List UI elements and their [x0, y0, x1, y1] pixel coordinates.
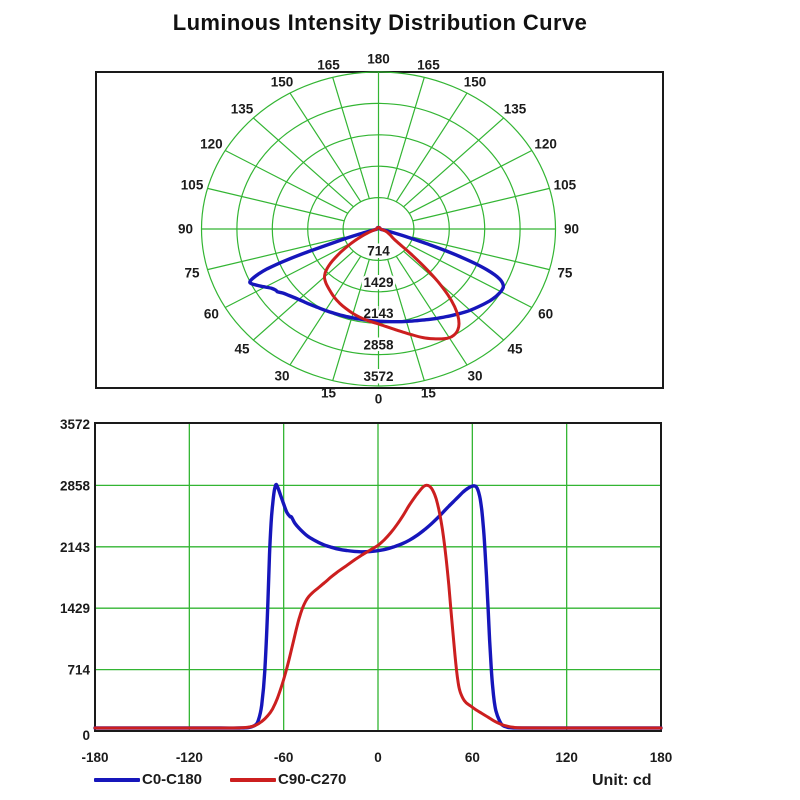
svg-text:714: 714 — [67, 663, 90, 678]
svg-text:2858: 2858 — [363, 338, 394, 353]
legend-swatch-c0-c180-line — [94, 777, 140, 782]
svg-text:180: 180 — [367, 52, 390, 67]
legend: C0-C180 C90-C270 — [94, 771, 346, 788]
polar-series-c0-c180 — [248, 225, 506, 324]
legend-item-c0-c180: C0-C180 — [94, 771, 202, 788]
svg-text:1429: 1429 — [363, 275, 393, 290]
legend-swatch-c90-c270-line — [230, 777, 277, 782]
svg-text:90: 90 — [178, 222, 193, 237]
cartesian-grid — [96, 424, 660, 730]
svg-text:0: 0 — [375, 392, 383, 407]
svg-text:90: 90 — [564, 222, 579, 237]
svg-text:45: 45 — [507, 342, 523, 357]
cartesian-x-tick-labels: -180 -120 -60 0 60 120 180 — [81, 750, 672, 765]
legend-label-c90-c270: C90-C270 — [278, 771, 347, 788]
svg-text:2143: 2143 — [60, 540, 91, 555]
svg-text:180: 180 — [650, 750, 673, 765]
cartesian-series-c90-c270 — [93, 483, 663, 730]
svg-text:120: 120 — [200, 137, 223, 152]
unit-label: Unit: cd — [592, 772, 652, 789]
svg-text:-60: -60 — [274, 750, 294, 765]
legend-label-c0-c180: C0-C180 — [142, 771, 203, 788]
svg-text:0: 0 — [374, 750, 382, 765]
svg-text:30: 30 — [274, 369, 289, 384]
page-title: Luminous Intensity Distribution Curve — [172, 10, 588, 35]
svg-text:60: 60 — [465, 750, 480, 765]
legend-item-c90-c270: C90-C270 — [230, 771, 346, 788]
polar-angle-labels: 0 15 15 30 30 45 45 60 60 75 75 90 90 105 105 120 120 135… — [178, 52, 579, 407]
svg-text:2143: 2143 — [363, 306, 394, 321]
cartesian-y-tick-labels: 0 714 1429 2143 2858 3572 — [60, 417, 91, 743]
svg-text:0: 0 — [82, 728, 90, 743]
svg-text:135: 135 — [231, 101, 254, 116]
svg-text:15: 15 — [321, 386, 337, 401]
svg-text:714: 714 — [367, 243, 390, 258]
svg-text:3572: 3572 — [363, 369, 393, 384]
svg-text:120: 120 — [555, 750, 578, 765]
svg-text:1429: 1429 — [60, 601, 90, 616]
svg-text:75: 75 — [557, 265, 573, 280]
svg-text:-120: -120 — [176, 750, 203, 765]
svg-text:2858: 2858 — [60, 478, 91, 493]
svg-text:3572: 3572 — [60, 417, 90, 432]
svg-text:30: 30 — [467, 369, 482, 384]
svg-text:-180: -180 — [81, 750, 108, 765]
svg-text:105: 105 — [554, 178, 577, 193]
svg-text:120: 120 — [534, 137, 557, 152]
svg-text:105: 105 — [181, 178, 204, 193]
svg-text:75: 75 — [185, 265, 201, 280]
svg-text:150: 150 — [464, 74, 487, 89]
svg-text:165: 165 — [317, 57, 340, 72]
svg-text:15: 15 — [421, 386, 437, 401]
svg-text:60: 60 — [204, 307, 219, 322]
cartesian-series-c0-c180 — [93, 482, 663, 730]
polar-series-c90-c270 — [322, 226, 461, 341]
svg-text:45: 45 — [235, 342, 251, 357]
svg-text:60: 60 — [538, 307, 553, 322]
svg-text:135: 135 — [504, 101, 527, 116]
svg-text:150: 150 — [271, 74, 294, 89]
svg-text:165: 165 — [417, 57, 440, 72]
polar-ring-labels: 714 1429 2143 2858 3572 — [361, 241, 397, 387]
